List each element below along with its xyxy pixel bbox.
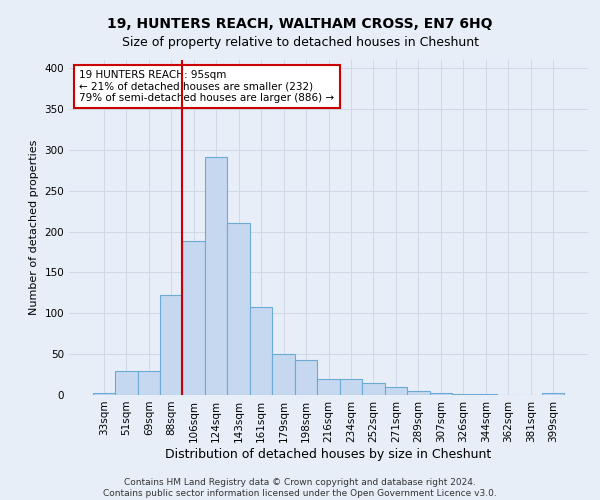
Text: 19 HUNTERS REACH: 95sqm
← 21% of detached houses are smaller (232)
79% of semi-d: 19 HUNTERS REACH: 95sqm ← 21% of detache… bbox=[79, 70, 335, 103]
Bar bbox=[362, 382, 385, 395]
Bar bbox=[227, 222, 250, 395]
Bar bbox=[407, 391, 430, 395]
Text: Contains HM Land Registry data © Crown copyright and database right 2024.
Contai: Contains HM Land Registry data © Crown c… bbox=[103, 478, 497, 498]
Bar bbox=[317, 378, 340, 395]
Bar bbox=[452, 394, 475, 395]
X-axis label: Distribution of detached houses by size in Cheshunt: Distribution of detached houses by size … bbox=[166, 448, 491, 460]
Bar bbox=[475, 394, 497, 395]
Bar bbox=[92, 392, 115, 395]
Text: Size of property relative to detached houses in Cheshunt: Size of property relative to detached ho… bbox=[121, 36, 479, 49]
Bar bbox=[205, 157, 227, 395]
Bar bbox=[542, 392, 565, 395]
Bar bbox=[250, 307, 272, 395]
Bar bbox=[182, 242, 205, 395]
Text: 19, HUNTERS REACH, WALTHAM CROSS, EN7 6HQ: 19, HUNTERS REACH, WALTHAM CROSS, EN7 6H… bbox=[107, 18, 493, 32]
Bar bbox=[272, 354, 295, 395]
Y-axis label: Number of detached properties: Number of detached properties bbox=[29, 140, 39, 315]
Bar bbox=[160, 296, 182, 395]
Bar bbox=[115, 372, 137, 395]
Bar bbox=[295, 360, 317, 395]
Bar bbox=[137, 372, 160, 395]
Bar bbox=[430, 392, 452, 395]
Bar bbox=[340, 378, 362, 395]
Bar bbox=[385, 387, 407, 395]
